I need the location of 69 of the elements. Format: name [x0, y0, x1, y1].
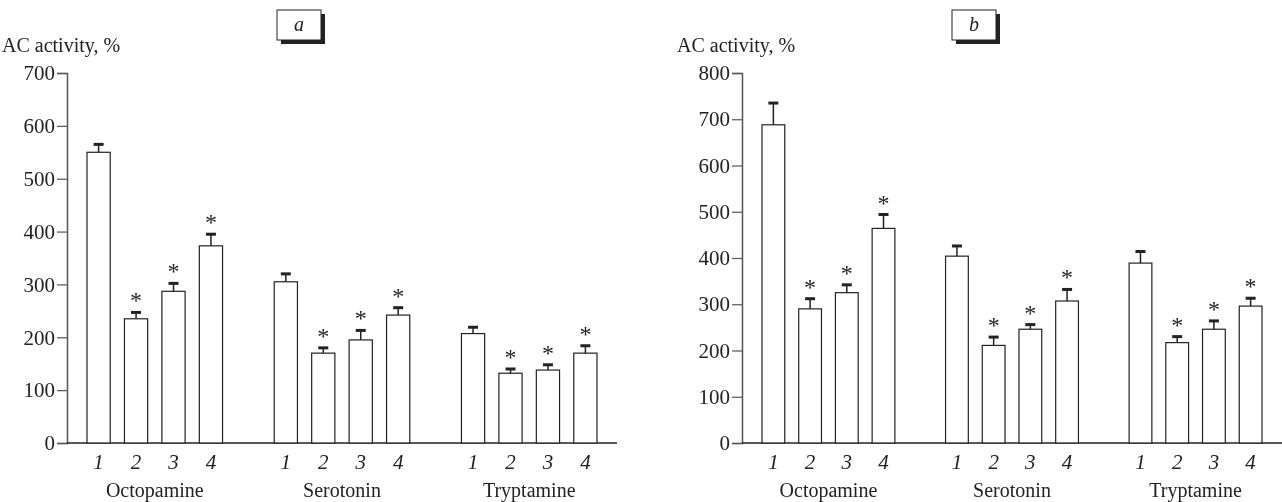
x-tick-label: 4 — [1061, 450, 1073, 475]
data-label: * — [1207, 295, 1220, 322]
text: Octopamine — [105, 479, 204, 502]
y-axis-title: AC activity, % — [2, 34, 121, 57]
x-tick-label: 2 — [1171, 450, 1183, 475]
data-label: * — [130, 287, 143, 314]
x-tick-label: 2 — [130, 450, 142, 475]
data-label: * — [1244, 273, 1257, 300]
y-tick-label: 300 — [698, 292, 730, 317]
x-tick-label: 2 — [804, 450, 816, 475]
data-label: * — [804, 273, 817, 300]
x-tick-label: 4 — [1245, 450, 1257, 475]
x-tick-label: 2 — [505, 450, 517, 475]
x-tick-label: 1 — [93, 450, 104, 475]
y-tick-label: 0 — [44, 431, 55, 456]
x-tick-label: 4 — [205, 450, 217, 475]
x-tick-label: 3 — [167, 450, 179, 475]
y-tick-label: 600 — [23, 114, 55, 139]
x-tick-label: 3 — [541, 450, 554, 475]
x-tick-label: 1 — [768, 450, 779, 475]
x-tick-label: 3 — [1024, 450, 1036, 475]
y-tick-label: 200 — [698, 338, 730, 363]
text: Octopamine — [779, 479, 878, 502]
data-label: * — [1171, 311, 1184, 338]
y-tick-label: 400 — [23, 219, 55, 244]
chart-title: a — [294, 13, 304, 35]
y-tick-label: 700 — [698, 107, 730, 132]
x-tick-label: 4 — [878, 450, 890, 475]
y-tick-label: 400 — [698, 246, 730, 271]
data-label: * — [1024, 299, 1037, 326]
y-tick-label: 0 — [719, 431, 730, 456]
x-tick-label: 1 — [280, 450, 292, 475]
data-label: * — [204, 209, 217, 236]
data-label: * — [840, 259, 853, 286]
x-tick-label: 1 — [951, 450, 963, 475]
y-tick-label: 100 — [698, 384, 730, 409]
y-tick-label: 200 — [23, 325, 55, 350]
data-label: * — [877, 189, 890, 216]
chart-title: b — [969, 13, 979, 35]
y-axis-title: AC activity, % — [677, 34, 796, 57]
y-tick-label: 300 — [23, 272, 55, 297]
text: Serotonin — [303, 479, 381, 501]
text: Tryptamine — [482, 479, 576, 502]
x-tick-label: 3 — [840, 450, 853, 475]
y-tick-label: 700 — [23, 61, 55, 86]
x-tick-label: 1 — [467, 450, 479, 475]
x-tick-label: 1 — [1135, 450, 1146, 475]
x-tick-label: 4 — [580, 450, 592, 475]
data-label: * — [167, 258, 180, 285]
y-tick-label: 500 — [23, 166, 55, 191]
data-label: * — [987, 312, 1000, 339]
text: Tryptamine — [1149, 479, 1242, 502]
y-tick-label: 100 — [23, 378, 55, 403]
data-label: * — [1061, 264, 1074, 291]
data-label: * — [317, 322, 330, 349]
data-label: * — [354, 305, 367, 332]
x-tick-label: 2 — [318, 450, 330, 475]
data-label: * — [392, 282, 405, 309]
text: Serotonin — [973, 479, 1051, 501]
x-tick-label: 3 — [1207, 450, 1220, 475]
y-tick-label: 600 — [698, 153, 730, 178]
y-tick-label: 500 — [698, 199, 730, 224]
data-label: * — [541, 339, 554, 366]
data-label: * — [579, 320, 592, 347]
x-tick-label: 3 — [354, 450, 366, 475]
x-tick-label: 4 — [392, 450, 404, 475]
x-tick-label: 2 — [988, 450, 1000, 475]
y-tick-label: 800 — [698, 61, 730, 86]
data-label: * — [504, 344, 517, 370]
